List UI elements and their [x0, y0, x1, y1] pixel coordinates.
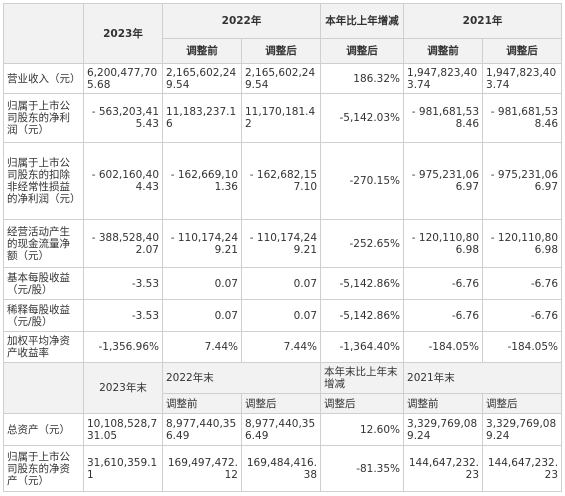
table-row: 营业收入（元） 6,200,477,705.68 2,165,602,249.5… — [3, 63, 563, 94]
cell-2021-after: - 981,681,538.46 — [482, 93, 563, 143]
table-row: 稀释每股收益（元/股） -3.53 0.07 0.07 -5,142.86% -… — [3, 299, 563, 332]
cell-2022-before: 2,165,602,249.54 — [162, 63, 242, 94]
row-label: 总资产（元） — [3, 413, 84, 446]
cell-2021-before: -184.05% — [403, 331, 484, 363]
cell-2022-before: 169,497,472.12 — [162, 445, 242, 492]
header-row-3: 2023年末 2022年末 本年末比上年末增减 2021年末 — [3, 362, 563, 414]
table-row: 归属于上市公司股东的扣除非经常性损益的净利润（元） - 602,160,404.… — [3, 142, 563, 220]
cell-change: 186.32% — [320, 63, 405, 94]
row-label: 经营活动产生的现金流量净额（元） — [3, 219, 84, 268]
cell-2021-before: - 981,681,538.46 — [403, 93, 484, 143]
header-row-1: 2023年 2022年 本年比上年增减 2021年 — [3, 3, 563, 64]
cell-2022-after: 169,484,416.38 — [240, 445, 322, 492]
header-2023: 2023年 — [83, 3, 163, 64]
header-change-adj-after: 调整后 — [320, 38, 405, 64]
cell-2022-after: 7.44% — [240, 331, 322, 363]
cell-2021-after: - 975,231,066.97 — [482, 142, 563, 220]
row-label: 稀释每股收益（元/股） — [3, 299, 84, 332]
cell-2022-before: 0.07 — [162, 299, 242, 332]
header-2021-adj-before: 调整前 — [403, 38, 484, 64]
cell-2023: -3.53 — [83, 267, 163, 300]
cell-2023: 6,200,477,705.68 — [83, 63, 163, 94]
cell-2022-after: - 110,174,249.21 — [240, 219, 322, 268]
cell-2023: -3.53 — [83, 299, 163, 332]
row-label: 归属于上市公司股东的净利润（元） — [3, 93, 84, 143]
corner-cell-2 — [3, 362, 84, 414]
header-2021: 2021年 — [403, 3, 563, 39]
cell-2022-before: 0.07 — [162, 267, 242, 300]
header-2022-adj-after: 调整后 — [240, 38, 322, 64]
header-2022-end: 2022年末 — [161, 362, 322, 394]
cell-2023: - 563,203,415.43 — [83, 93, 163, 143]
row-label: 归属于上市公司股东的扣除非经常性损益的净利润（元） — [3, 142, 84, 220]
header-2022: 2022年 — [161, 3, 322, 39]
cell-2021-before: - 975,231,066.97 — [403, 142, 484, 220]
cell-change: -1,364.40% — [320, 331, 405, 363]
cell-2023: - 388,528,402.07 — [83, 219, 163, 268]
header-2021-end-adj-before: 调整前 — [403, 393, 484, 414]
cell-2022-before: 8,977,440,356.49 — [162, 413, 242, 446]
cell-2021-before: - 120,110,806.98 — [403, 219, 484, 268]
cell-change: -270.15% — [320, 142, 405, 220]
cell-change: -5,142.86% — [320, 299, 405, 332]
cell-2021-after: -184.05% — [482, 331, 563, 363]
table-row: 归属于上市公司股东的净利润（元） - 563,203,415.43 11,183… — [3, 93, 563, 143]
header-2021-end: 2021年末 — [403, 362, 563, 394]
corner-cell — [3, 3, 84, 64]
cell-change: 12.60% — [320, 413, 405, 446]
cell-2022-after: 2,165,602,249.54 — [240, 63, 322, 94]
cell-2021-after: 3,329,769,089.24 — [482, 413, 563, 446]
row-label: 加权平均净资产收益率 — [3, 331, 84, 363]
table-row: 基本每股收益（元/股） -3.53 0.07 0.07 -5,142.86% -… — [3, 267, 563, 300]
header-2022-end-adj-after: 调整后 — [240, 393, 322, 414]
cell-2022-after: 8,977,440,356.49 — [240, 413, 322, 446]
cell-2023: - 602,160,404.43 — [83, 142, 163, 220]
cell-change: -81.35% — [320, 445, 405, 492]
row-label: 营业收入（元） — [3, 63, 84, 94]
table-row: 经营活动产生的现金流量净额（元） - 388,528,402.07 - 110,… — [3, 219, 563, 268]
cell-2021-after: -6.76 — [482, 299, 563, 332]
cell-2022-before: 11,183,237.16 — [162, 93, 242, 143]
row-label: 归属于上市公司股东的净资产（元） — [3, 445, 84, 492]
cell-2022-after: - 162,682,157.10 — [240, 142, 322, 220]
header-2023-end: 2023年末 — [83, 362, 163, 414]
cell-2022-before: - 110,174,249.21 — [162, 219, 242, 268]
financial-table-container: 2023年 2022年 本年比上年增减 2021年 调整前 调整后 调整后 调整… — [3, 3, 563, 492]
cell-change: -5,142.86% — [320, 267, 405, 300]
header-2022-end-adj-before: 调整前 — [162, 393, 242, 414]
cell-2022-before: 7.44% — [162, 331, 242, 363]
cell-2021-after: 144,647,232.23 — [482, 445, 563, 492]
cell-2021-after: - 120,110,806.98 — [482, 219, 563, 268]
cell-change: -252.65% — [320, 219, 405, 268]
cell-2023: 10,108,528,731.05 — [83, 413, 163, 446]
cell-2021-before: -6.76 — [403, 299, 484, 332]
cell-2021-before: 144,647,232.23 — [403, 445, 484, 492]
cell-2022-after: 0.07 — [240, 267, 322, 300]
header-row-2: 调整前 调整后 调整后 调整前 调整后 — [4, 38, 563, 64]
cell-2023: 31,610,359.11 — [83, 445, 163, 492]
header-2021-end-adj-after: 调整后 — [482, 393, 563, 414]
cell-2021-before: 3,329,769,089.24 — [403, 413, 484, 446]
header-2021-adj-after: 调整后 — [482, 38, 563, 64]
header-change: 本年比上年增减 — [320, 3, 405, 39]
financial-summary-table: 2023年 2022年 本年比上年增减 2021年 调整前 调整后 调整后 调整… — [3, 3, 563, 492]
cell-2021-after: -6.76 — [482, 267, 563, 300]
cell-2022-after: 0.07 — [240, 299, 322, 332]
cell-2021-after: 1,947,823,403.74 — [482, 63, 563, 94]
cell-2022-after: 11,170,181.42 — [240, 93, 322, 143]
header-change-end-adj-after: 调整后 — [320, 393, 405, 414]
header-change-end: 本年末比上年末增减 — [320, 362, 405, 394]
row-label: 基本每股收益（元/股） — [3, 267, 84, 300]
table-row: 归属于上市公司股东的净资产（元） 31,610,359.11 169,497,4… — [3, 445, 563, 492]
header-2022-adj-before: 调整前 — [162, 38, 242, 64]
cell-change: -5,142.03% — [320, 93, 405, 143]
cell-2022-before: - 162,669,101.36 — [162, 142, 242, 220]
cell-2021-before: -6.76 — [403, 267, 484, 300]
cell-2021-before: 1,947,823,403.74 — [403, 63, 484, 94]
table-row: 加权平均净资产收益率 -1,356.96% 7.44% 7.44% -1,364… — [3, 331, 563, 363]
cell-2023: -1,356.96% — [83, 331, 163, 363]
table-row: 总资产（元） 10,108,528,731.05 8,977,440,356.4… — [3, 413, 563, 446]
